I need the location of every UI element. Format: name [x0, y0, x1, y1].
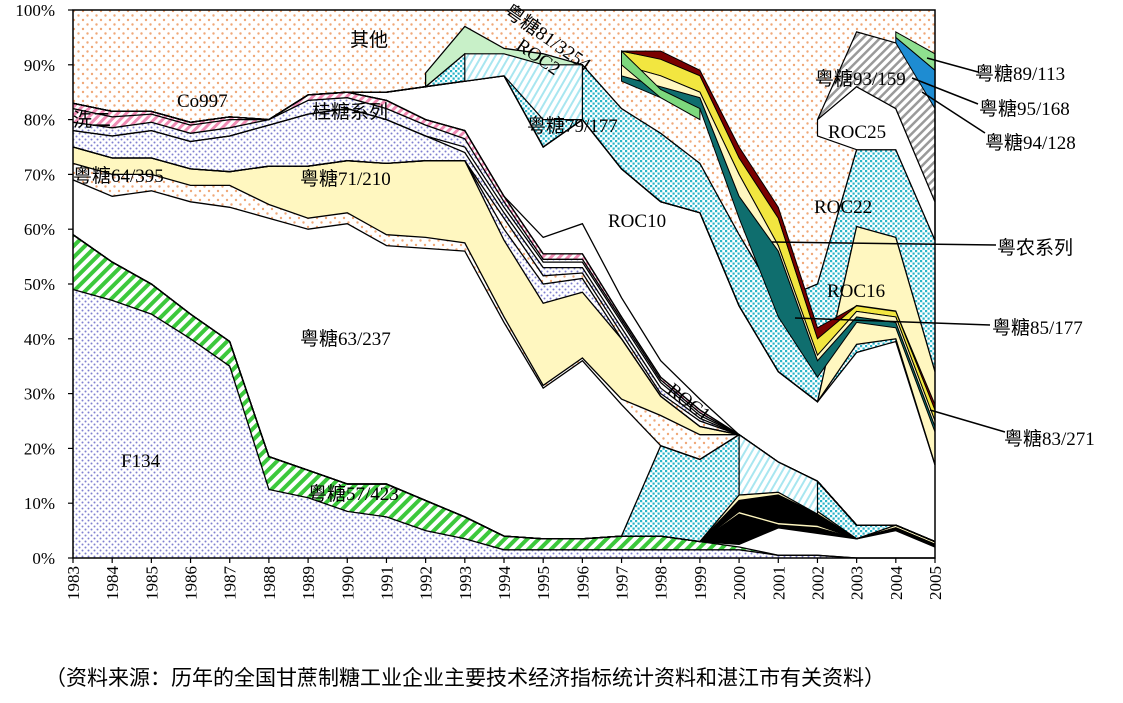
- label-guitang: 桂糖系列: [312, 101, 388, 123]
- ext-label-yuetang-94-128: 粤糖94/128: [985, 132, 1076, 154]
- x-tick-label: 1995: [534, 566, 553, 600]
- x-tick-label: 1996: [573, 566, 592, 600]
- y-tick-label: 80%: [24, 111, 55, 130]
- y-tick-label: 10%: [24, 494, 55, 513]
- x-tick-label: 2003: [848, 566, 867, 600]
- x-tick-label: 2000: [730, 566, 749, 600]
- overlay-layers: [424, 25, 936, 516]
- leader-lines: [771, 57, 1006, 433]
- area-roc1-light: [738, 433, 819, 516]
- source-note: （资料来源：历年的全国甘蔗制糖工业企业主要技术经济指标统计资料和湛江市有关资料）: [45, 666, 885, 690]
- area-粤糖57-423: [73, 234, 935, 558]
- y-tick-label: 0%: [32, 549, 55, 568]
- leader-yuetang-89-113: [926, 57, 979, 73]
- area-green-series: [621, 49, 701, 121]
- area-粤糖63-237: [73, 179, 935, 542]
- label-yuetang-93-159: 粤糖93/159: [815, 68, 906, 90]
- label-roc22: ROC22: [814, 197, 872, 218]
- y-tick-label: 90%: [24, 56, 55, 75]
- area-ROC10-c: [73, 75, 935, 542]
- label-yuetang-57-423: 粤糖57/423: [308, 483, 399, 505]
- x-tick-label: 1989: [299, 566, 318, 600]
- label-yuetang-64-395: 粤糖64/395: [73, 165, 164, 187]
- external-labels: 粤糖89/113 粤糖95/168 粤糖94/128 粤农系列 粤糖85/177…: [975, 63, 1095, 450]
- area-粤糖71-210-d: [73, 147, 935, 542]
- x-tick-label: 2002: [808, 566, 827, 600]
- x-tick-label: 1992: [417, 566, 436, 600]
- label-yuetang-63-237: 粤糖63/237: [300, 328, 391, 350]
- x-tick-label: 1993: [456, 566, 475, 600]
- x-tick-label: 1988: [260, 566, 279, 600]
- ext-label-yuetang-83-271: 粤糖83/271: [1004, 428, 1095, 450]
- x-tick-label: 1994: [495, 566, 514, 601]
- x-tick-label: 1987: [221, 566, 240, 601]
- y-tick-label: 50%: [24, 275, 55, 294]
- area-ROC1: [73, 234, 935, 542]
- label-f134: F134: [121, 451, 161, 472]
- x-tick-label: 1990: [338, 566, 357, 600]
- leader-yuetang-95-168: [911, 77, 979, 105]
- area-F134: [73, 289, 935, 558]
- x-axis: 1983 1984 1985 1986 1987 1988 1989 1990 1991 1992…: [64, 558, 945, 600]
- ext-label-yuenong: 粤农系列: [997, 237, 1073, 259]
- y-tick-label: 100%: [15, 1, 55, 20]
- y-tick-label: 40%: [24, 330, 55, 349]
- label-roc10: ROC10: [608, 211, 666, 232]
- label-xi-er: 洗二: [73, 109, 111, 131]
- x-tick-label: 2001: [769, 566, 788, 600]
- leader-yuetang-94-128: [921, 91, 986, 134]
- x-tick-label: 1983: [64, 566, 83, 600]
- x-tick-label: 1998: [652, 566, 671, 600]
- label-other: 其他: [350, 29, 388, 51]
- y-tick-label: 20%: [24, 439, 55, 458]
- y-tick-label: 30%: [24, 385, 55, 404]
- x-tick-label: 1986: [182, 566, 201, 600]
- leader-yuetang-83-271: [929, 409, 1006, 433]
- x-tick-label: 1991: [377, 566, 396, 600]
- x-tick-label: 2004: [887, 566, 906, 601]
- x-tick-label: 1985: [142, 566, 161, 600]
- y-tick-label: 70%: [24, 165, 55, 184]
- ext-label-yuetang-89-113: 粤糖89/113: [975, 63, 1065, 85]
- x-tick-label: 1997: [613, 566, 632, 601]
- x-tick-label: 1999: [691, 566, 710, 600]
- label-roc16: ROC16: [827, 281, 885, 302]
- x-tick-label: 2005: [926, 566, 945, 600]
- ext-label-yuetang-95-168: 粤糖95/168: [979, 98, 1070, 120]
- label-roc25: ROC25: [828, 122, 886, 143]
- label-yuetang-71-210: 粤糖71/210: [300, 168, 391, 190]
- area-桂糖系列: [73, 108, 935, 542]
- ext-label-yuetang-85-177: 粤糖85/177: [992, 317, 1083, 339]
- y-axis: 0% 10% 20% 30% 40% 50% 60% 70% 80% 90% 100%: [15, 1, 73, 568]
- x-tick-label: 1984: [103, 566, 122, 601]
- leader-yuenong: [771, 241, 997, 246]
- y-tick-label: 60%: [24, 220, 55, 239]
- leader-yuetang-85-177: [794, 317, 991, 326]
- area-roc2: [464, 53, 583, 121]
- label-yuetang-79-177: 粤糖79/177: [527, 115, 618, 137]
- label-co997: Co997: [177, 91, 228, 112]
